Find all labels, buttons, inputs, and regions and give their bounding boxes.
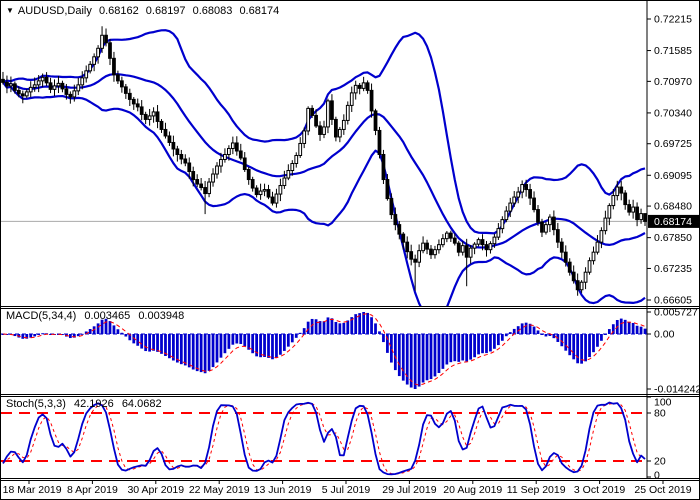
svg-text:0.68480: 0.68480 <box>654 201 692 213</box>
stoch-level-lines <box>1 412 647 462</box>
macd-main-value: 0.003465 <box>84 310 131 322</box>
current-price-label: 0.68174 <box>648 214 699 228</box>
symbol-timeframe-label: AUDUSD,Daily <box>17 5 92 17</box>
collapse-icon[interactable]: ▼ <box>6 6 14 15</box>
macd-signal-value: 0.003948 <box>138 310 185 322</box>
chart-title-bar: ▼ AUDUSD,Daily 0.68162 0.68197 0.68083 0.… <box>6 5 283 17</box>
price-axis[interactable]: 0.72215 0.71585 0.70970 0.70340 0.69725 0.690… <box>647 14 692 307</box>
macd-label-row: MACD(5,34,4) 0.003465 0.003948 <box>6 310 189 322</box>
macd-signal-line <box>2 313 646 386</box>
svg-text:22 May 2019: 22 May 2019 <box>189 484 250 496</box>
bollinger-bands <box>2 29 646 306</box>
macd-axis[interactable]: 0.005727 0.00 -0.014242 <box>647 307 700 396</box>
svg-text:0.67235: 0.67235 <box>654 263 692 275</box>
macd-histogram <box>1 312 647 389</box>
svg-text:20 Aug 2019: 20 Aug 2019 <box>443 484 502 496</box>
svg-text:0.68174: 0.68174 <box>654 216 692 228</box>
stoch-indicator-label: Stoch(5,3,3) <box>6 398 66 410</box>
svg-text:0.70970: 0.70970 <box>654 76 692 88</box>
svg-text:0.69725: 0.69725 <box>654 138 692 150</box>
svg-text:-0.014242: -0.014242 <box>654 384 700 396</box>
svg-text:0.71585: 0.71585 <box>654 45 692 57</box>
svg-text:5 Jul 2019: 5 Jul 2019 <box>322 484 371 496</box>
macd-indicator-label: MACD(5,34,4) <box>6 310 77 322</box>
svg-text:25 Oct 2019: 25 Oct 2019 <box>634 484 691 496</box>
svg-text:0.72215: 0.72215 <box>654 14 692 26</box>
svg-text:3 Oct 2019: 3 Oct 2019 <box>574 484 626 496</box>
svg-text:29 Jul 2019: 29 Jul 2019 <box>382 484 436 496</box>
stoch-main-value: 42.1926 <box>73 398 114 410</box>
candles-layer <box>1 26 647 296</box>
svg-text:0: 0 <box>654 470 660 482</box>
stoch-signal-value: 64.0682 <box>121 398 162 410</box>
svg-text:80: 80 <box>654 408 666 420</box>
svg-text:18 Mar 2019: 18 Mar 2019 <box>3 484 62 496</box>
ohlc-high-value: 0.68197 <box>145 5 186 17</box>
svg-text:0.69095: 0.69095 <box>654 170 692 182</box>
ohlc-close-value: 0.68174 <box>239 5 280 17</box>
svg-text:30 Apr 2019: 30 Apr 2019 <box>127 484 184 496</box>
svg-text:13 Jun 2019: 13 Jun 2019 <box>254 484 312 496</box>
ohlc-open-value: 0.68162 <box>98 5 139 17</box>
svg-text:100: 100 <box>654 397 672 409</box>
stoch-main-line <box>2 401 646 476</box>
svg-text:20: 20 <box>654 456 666 468</box>
svg-text:11 Sep 2019: 11 Sep 2019 <box>507 484 566 496</box>
ohlc-low-value: 0.68083 <box>192 5 233 17</box>
date-axis[interactable]: 18 Mar 2019 8 Apr 2019 30 Apr 2019 22 May 2… <box>3 480 692 496</box>
svg-text:8 Apr 2019: 8 Apr 2019 <box>67 484 118 496</box>
stoch-label-row: Stoch(5,3,3) 42.1926 64.0682 <box>6 398 167 410</box>
panel-separators[interactable] <box>1 1 700 481</box>
svg-text:0.66605: 0.66605 <box>654 295 692 307</box>
svg-text:0.67850: 0.67850 <box>654 232 692 244</box>
svg-text:0.70340: 0.70340 <box>654 107 692 119</box>
svg-text:0.00: 0.00 <box>654 329 675 341</box>
svg-text:0.005727: 0.005727 <box>654 307 698 319</box>
